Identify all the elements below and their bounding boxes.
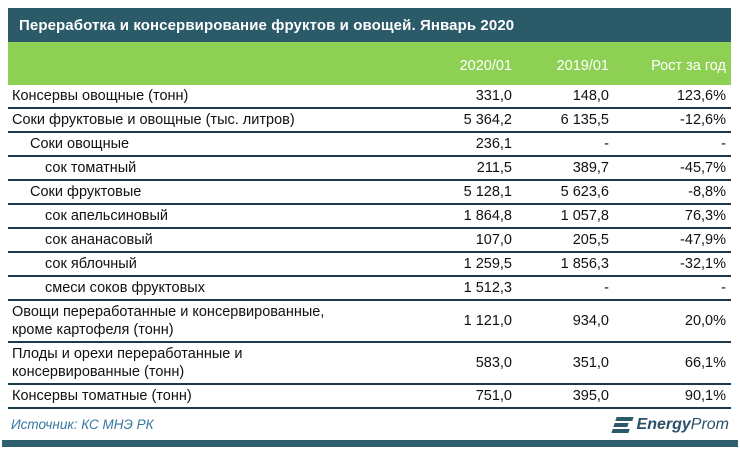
table-header-row: 2020/01 2019/01 Рост за год (8, 42, 731, 85)
value-2020-01: 1 259,5 (463, 256, 512, 272)
value-2019-01: 395,0 (572, 388, 609, 404)
table-row: Плоды и орехи переработанные и консервир… (8, 342, 731, 384)
value-2019-01: 1 856,3 (560, 256, 609, 272)
table-row: Овощи переработанные и консервированные,… (8, 300, 731, 342)
value-2020-01: 236,1 (475, 136, 512, 152)
value-growth: - (721, 136, 726, 152)
value-growth: - (721, 280, 726, 296)
production-table: 2020/01 2019/01 Рост за год Консервы ово… (8, 42, 731, 409)
table-row: Консервы томатные (тонн) 751,0 395,0 90,… (8, 384, 731, 408)
value-2020-01: 1 121,0 (463, 313, 512, 329)
logo-text-bold: Energy (636, 415, 691, 433)
column-header-growth: Рост за год (612, 42, 731, 85)
value-2020-01: 107,0 (475, 232, 512, 248)
footer: Источник: КС МНЭ РК EnergyProm (8, 411, 731, 438)
table-row: Соки фруктовые и овощные (тыс. литров) 5… (8, 108, 731, 132)
value-2020-01: 331,0 (475, 88, 512, 104)
value-2020-01: 211,5 (476, 160, 512, 176)
row-label: сок томатный (45, 160, 137, 176)
row-label: сок яблочный (45, 256, 137, 272)
row-label: сок ананасовый (45, 232, 153, 248)
page-title: Переработка и консервирование фруктов и … (19, 16, 515, 34)
value-growth: -45,7% (680, 160, 726, 176)
table-row: Соки фруктовые 5 128,1 5 623,6 -8,8% (8, 180, 731, 204)
logo-text: EnergyProm (637, 416, 729, 434)
value-2020-01: 751,0 (475, 388, 512, 404)
table-row: Соки овощные 236,1 - - (8, 132, 731, 156)
value-growth: 66,1% (684, 355, 726, 371)
row-label: сок апельсиновый (45, 208, 169, 224)
value-2020-01: 583,0 (475, 355, 512, 371)
table-row: сок апельсиновый 1 864,8 1 057,8 76,3% (8, 204, 731, 228)
row-label: Консервы овощные (тонн) (12, 88, 189, 104)
value-2019-01: - (604, 136, 609, 152)
table-row: сок яблочный 1 259,5 1 856,3 -32,1% (8, 252, 731, 276)
value-growth: -32,1% (680, 256, 726, 272)
value-2020-01: 1 512,3 (463, 280, 512, 296)
value-2019-01: 205,5 (572, 232, 609, 248)
table-row: Консервы овощные (тонн) 331,0 148,0 123,… (8, 85, 731, 108)
value-2019-01: 5 623,6 (560, 184, 609, 200)
row-label: смеси соков фруктовых (45, 280, 205, 296)
value-2020-01: 5 364,2 (463, 112, 512, 128)
bottom-accent-bar (2, 440, 738, 447)
value-growth: -8,8% (688, 184, 726, 200)
value-growth: 76,3% (684, 208, 726, 224)
value-2019-01: - (604, 280, 609, 296)
value-growth: 20,0% (684, 313, 726, 329)
value-2020-01: 5 128,1 (463, 184, 512, 200)
energyprom-logo: EnergyProm (610, 416, 731, 434)
row-label: Консервы томатные (тонн) (12, 388, 192, 404)
value-2019-01: 389,7 (572, 160, 609, 176)
row-label: Овощи переработанные и консервированные,… (12, 304, 325, 338)
value-growth: -12,6% (680, 112, 726, 128)
source-label: Источник: КС МНЭ РК (11, 417, 154, 432)
energyprom-logo-icon (610, 416, 634, 433)
report-title-bar: Переработка и консервирование фруктов и … (8, 8, 731, 42)
value-2019-01: 148,0 (572, 88, 609, 104)
row-label: Соки овощные (30, 136, 130, 152)
value-2019-01: 934,0 (572, 313, 609, 329)
column-header-2019-01: 2019/01 (515, 42, 612, 85)
value-2020-01: 1 864,8 (463, 208, 512, 224)
row-label: Соки фруктовые и овощные (тыс. литров) (12, 112, 295, 128)
value-2019-01: 1 057,8 (560, 208, 609, 224)
value-2019-01: 6 135,5 (560, 112, 609, 128)
value-2019-01: 351,0 (572, 355, 609, 371)
table-row: смеси соков фруктовых 1 512,3 - - (8, 276, 731, 300)
value-growth: 90,1% (684, 388, 726, 404)
value-growth: -47,9% (680, 232, 726, 248)
table-row: сок томатный 211,5 389,7 -45,7% (8, 156, 731, 180)
table-row: сок ананасовый 107,0 205,5 -47,9% (8, 228, 731, 252)
column-header-2020-01: 2020/01 (405, 42, 515, 85)
row-label: Соки фруктовые (30, 184, 142, 200)
row-label: Плоды и орехи переработанные и консервир… (12, 346, 243, 380)
value-growth: 123,6% (676, 88, 726, 104)
column-header-empty (8, 42, 405, 85)
logo-text-regular: Prom (690, 415, 729, 433)
